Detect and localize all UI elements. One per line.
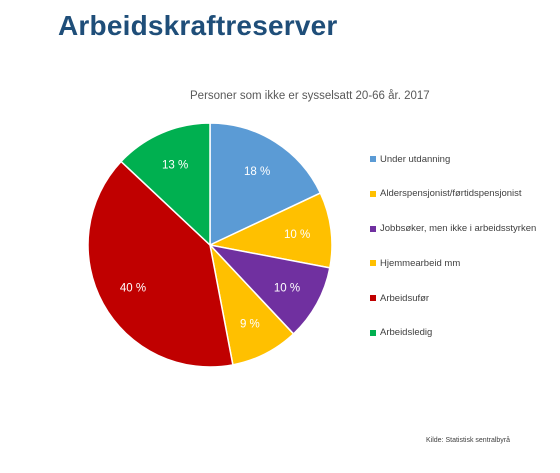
legend-item: Under utdanning [370, 152, 536, 166]
legend-label: Under utdanning [380, 153, 451, 165]
legend-label: Hjemmearbeid mm [380, 257, 461, 269]
legend-swatch [370, 225, 376, 232]
data-label: 9 % [240, 318, 260, 330]
chart-title: Personer som ikke er sysselsatt 20-66 år… [190, 90, 430, 102]
slide-title: Arbeidskraftreserver [58, 10, 338, 41]
legend-label: Alderspensjonist/førtidspensjonist [380, 188, 522, 200]
data-label: 10 % [274, 282, 300, 294]
legend-swatch [370, 260, 376, 267]
legend-swatch [370, 156, 376, 162]
pie-slice [209, 122, 322, 247]
data-label: 18 % [244, 166, 270, 178]
data-label: 10 % [284, 229, 310, 241]
legend-item: Jobbsøker, men ikke i arbeidsstyrken [370, 222, 536, 236]
data-label: 13 % [162, 159, 188, 171]
pie-slice [207, 192, 333, 269]
legend-swatch [370, 329, 376, 336]
legend-item: Alderspensjonist/førtidspensjonist [370, 187, 536, 201]
legend-item: Hjemmearbeid mm [370, 256, 536, 270]
legend-swatch [370, 295, 376, 302]
pie-slice [120, 122, 211, 247]
data-label: 40 % [120, 282, 146, 294]
legend-label: Jobbsøker, men ikke i arbeidsstyrken [380, 223, 537, 235]
pie-slice [87, 160, 234, 368]
legend-swatch [370, 190, 376, 197]
legend-label: Arbeidsufør [380, 292, 430, 304]
legend-item: Arbeidsledig [370, 326, 536, 340]
source-note: Kilde: Statistisk sentralbyrå [426, 437, 511, 444]
chart-legend: Under utdanning Alderspensjonist/førtidsp… [370, 152, 536, 361]
legend-label: Arbeidsledig [380, 327, 433, 339]
pie-slice [207, 243, 331, 335]
legend-item: Arbeidsufør [370, 291, 536, 305]
